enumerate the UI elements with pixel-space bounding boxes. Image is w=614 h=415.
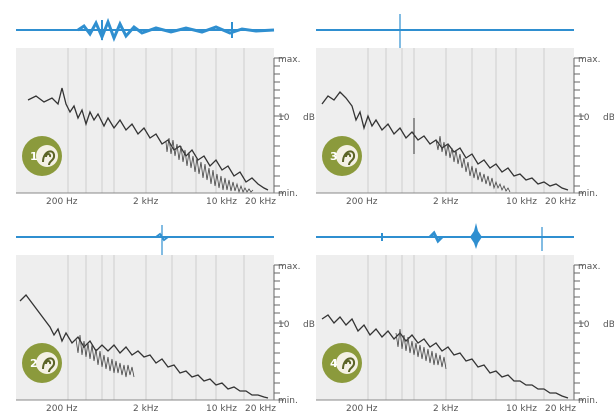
max-label: max.	[278, 55, 300, 65]
waveform	[316, 223, 574, 251]
spectrum-noise	[435, 135, 511, 193]
plot-area	[16, 48, 274, 193]
freq-label-20khz: 20 kHz	[545, 197, 576, 207]
db-value-label: 10	[278, 113, 290, 123]
max-label: max.	[278, 262, 300, 272]
min-label: min.	[278, 396, 298, 406]
waveform	[16, 225, 274, 255]
waveform	[316, 14, 574, 48]
db-unit-label: dB	[303, 113, 315, 123]
spectrum-panel-4: max. 10 dB min. 200 Hz 2 kHz 10 kHz 20 k…	[316, 215, 614, 415]
freq-label-2khz: 2 kHz	[133, 197, 159, 207]
max-label: max.	[578, 262, 600, 272]
db-unit-label: dB	[603, 113, 614, 123]
spectrum-panel-2: max. 10 dB min. 200 Hz 2 kHz 10 kHz 20 k…	[16, 215, 316, 415]
freq-label-10khz: 10 kHz	[206, 197, 237, 207]
listen-badge[interactable]: 4	[322, 343, 362, 383]
grid-lines	[67, 255, 245, 400]
db-scale	[273, 57, 284, 194]
ear-icon	[42, 150, 56, 166]
panel-svg: max. 10 dB min. 200 Hz 2 kHz 10 kHz 20 k…	[316, 223, 614, 414]
listen-badge[interactable]: 3	[322, 136, 362, 176]
freq-label-10khz: 10 kHz	[206, 404, 237, 414]
db-unit-label: dB	[603, 320, 614, 330]
badge-number: 1	[30, 150, 38, 163]
db-value-label: 10	[278, 320, 290, 330]
freq-label-20khz: 20 kHz	[245, 197, 276, 207]
freq-label-10khz: 10 kHz	[506, 197, 537, 207]
db-scale	[273, 264, 284, 401]
badge-number: 3	[330, 150, 338, 163]
grid-lines	[367, 255, 545, 400]
spectrum-line	[321, 314, 569, 399]
panel-svg: max. 10 dB min. 200 Hz 2 kHz 10 kHz 20 k…	[16, 17, 315, 207]
db-scale	[573, 57, 584, 194]
spectrum-line	[27, 87, 269, 191]
waveform	[16, 17, 275, 43]
spectrum-noise	[165, 137, 254, 194]
listen-badge[interactable]: 1	[22, 136, 62, 176]
freq-label-200hz: 200 Hz	[46, 197, 78, 207]
grid-lines	[367, 48, 545, 193]
spectrum-panel-1: max. 10 dB min. 200 Hz 2 kHz 10 kHz 20 k…	[16, 8, 316, 208]
min-label: min.	[578, 396, 598, 406]
db-value-label: 10	[578, 320, 590, 330]
badge-number: 4	[330, 357, 338, 370]
max-label: max.	[578, 55, 600, 65]
freq-label-200hz: 200 Hz	[46, 404, 78, 414]
spectrum-panel-3: max. 10 dB min. 200 Hz 2 kHz 10 kHz 20 k…	[316, 8, 614, 208]
spectrum-line	[19, 294, 269, 399]
badge-number: 2	[30, 357, 38, 370]
freq-label-200hz: 200 Hz	[346, 197, 378, 207]
min-label: min.	[578, 189, 598, 199]
db-value-label: 10	[578, 113, 590, 123]
plot-area	[316, 48, 574, 193]
ear-icon	[342, 150, 356, 166]
plot-area	[16, 255, 274, 400]
panel-svg: max. 10 dB min. 200 Hz 2 kHz 10 kHz 20 k…	[316, 14, 614, 207]
plot-area	[316, 255, 574, 400]
spectrum-noise	[395, 328, 447, 370]
spectrum-noise	[75, 334, 135, 378]
freq-label-20khz: 20 kHz	[245, 404, 276, 414]
freq-label-2khz: 2 kHz	[433, 404, 459, 414]
db-unit-label: dB	[303, 320, 315, 330]
freq-label-10khz: 10 kHz	[506, 404, 537, 414]
ear-icon	[342, 357, 356, 373]
freq-label-200hz: 200 Hz	[346, 404, 378, 414]
freq-label-20khz: 20 kHz	[545, 404, 576, 414]
grid-lines	[67, 48, 245, 193]
ear-icon	[42, 357, 56, 373]
min-label: min.	[278, 189, 298, 199]
freq-label-2khz: 2 kHz	[133, 404, 159, 414]
freq-label-2khz: 2 kHz	[433, 197, 459, 207]
listen-badge[interactable]: 2	[22, 343, 62, 383]
panel-svg: max. 10 dB min. 200 Hz 2 kHz 10 kHz 20 k…	[16, 225, 315, 414]
db-scale	[573, 264, 584, 401]
